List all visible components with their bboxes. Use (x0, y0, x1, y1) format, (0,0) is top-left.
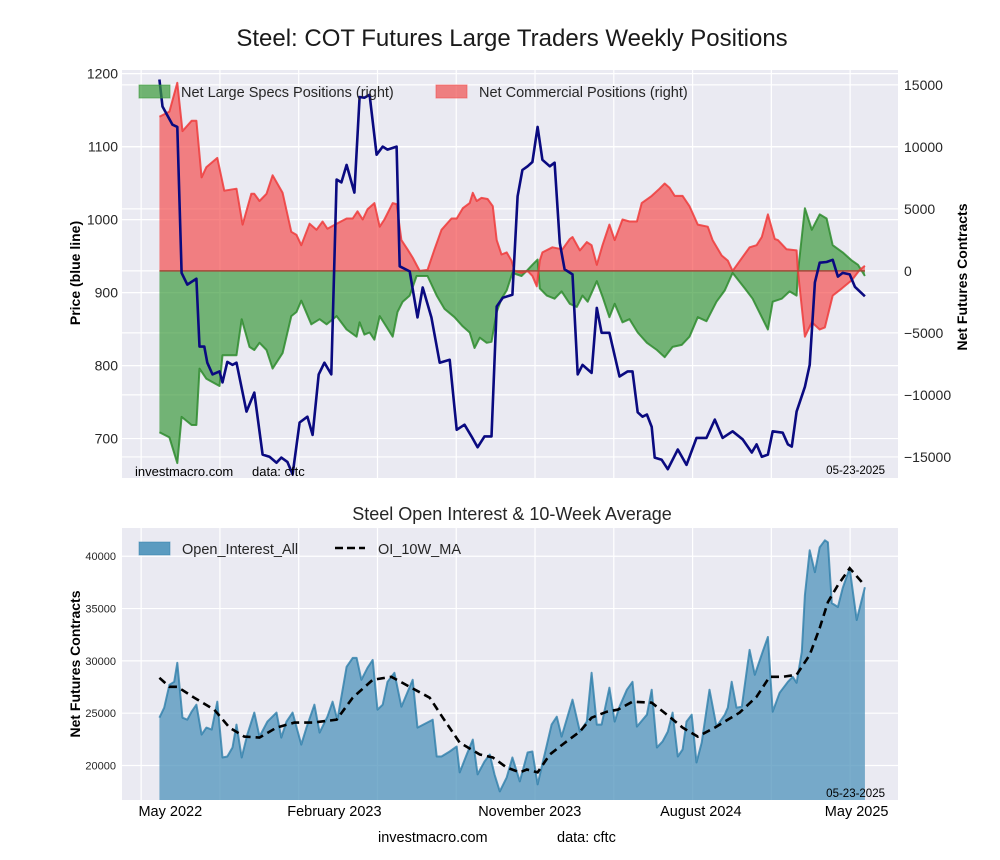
price-tick-label: 1200 (87, 66, 118, 82)
legend-swatch-commercial (435, 84, 468, 99)
moving-average-line (158, 566, 864, 774)
oi-tick-label: 30000 (85, 656, 116, 668)
footer-data-source: data: cftc (557, 830, 616, 846)
specs-line (158, 207, 866, 465)
oi-axis-label: Net Futures Contracts (67, 590, 83, 737)
date-tick-label: May 2025 (825, 804, 889, 820)
report-date-annotation: 05-23-2025 (826, 465, 885, 477)
net-axis-ticks: −15000 −10000 −5000 0 5000 10000 15000 (904, 77, 951, 465)
legend-label-commercial: Net Commercial Positions (right) (479, 85, 688, 101)
legend-label-open-interest: Open_Interest_All (182, 542, 298, 558)
main-title: Steel: COT Futures Large Traders Weekly … (236, 25, 787, 52)
net-tick-label: 0 (904, 263, 912, 279)
data-source-annotation: data: cftc (252, 464, 305, 479)
price-line (158, 79, 866, 476)
legend-label-specs: Net Large Specs Positions (right) (181, 85, 394, 101)
price-axis-label: Price (blue line) (67, 221, 83, 325)
price-tick-label: 700 (95, 431, 119, 447)
positions-plot: 700 800 900 1000 1100 1200 −15000 −10000 −5000 0… (67, 66, 970, 479)
positions-legend: Net Large Specs Positions (right) Net Co… (138, 84, 688, 101)
net-tick-label: 5000 (904, 201, 935, 217)
net-tick-label: −5000 (904, 325, 944, 341)
footer-source: investmacro.com (378, 830, 488, 846)
specs-area (159, 208, 865, 464)
oi-tick-label: 35000 (85, 604, 116, 616)
open-interest-marks (158, 539, 866, 800)
open-interest-legend: Open_Interest_All OI_10W_MA (138, 541, 461, 558)
date-tick-label: February 2023 (287, 804, 381, 820)
net-tick-label: 15000 (904, 77, 943, 93)
source-annotation: investmacro.com (135, 464, 233, 479)
legend-swatch-specs (138, 84, 171, 99)
positions-marks (158, 79, 866, 476)
price-tick-label: 800 (95, 358, 119, 374)
net-tick-label: −10000 (904, 387, 951, 403)
price-axis-ticks: 700 800 900 1000 1100 1200 (87, 66, 118, 447)
oi-report-date-annotation: 05-23-2025 (826, 788, 885, 800)
oi-tick-label: 25000 (85, 708, 116, 720)
price-tick-label: 1000 (87, 212, 118, 228)
open-interest-line (158, 539, 866, 793)
open-interest-axis-ticks: 20000 25000 30000 35000 40000 (85, 551, 116, 772)
net-tick-label: −15000 (904, 449, 951, 465)
price-tick-label: 1100 (88, 139, 118, 155)
net-tick-label: 10000 (904, 139, 943, 155)
date-tick-label: May 2022 (138, 804, 202, 820)
date-axis-ticks: May 2022 February 2023 November 2023 August… (138, 804, 888, 820)
legend-label-moving-average: OI_10W_MA (378, 542, 461, 558)
legend-swatch-open-interest (138, 541, 171, 556)
open-interest-area (159, 540, 865, 800)
oi-title: Steel Open Interest & 10-Week Average (352, 504, 672, 524)
price-tick-label: 900 (95, 285, 119, 301)
oi-tick-label: 40000 (85, 551, 116, 563)
date-tick-label: August 2024 (660, 804, 741, 820)
net-axis-label: Net Futures Contracts (954, 203, 970, 350)
date-tick-label: November 2023 (478, 804, 581, 820)
oi-tick-label: 20000 (85, 760, 116, 772)
open-interest-plot: 20000 25000 30000 35000 40000 May 2022 Februa… (67, 528, 898, 820)
